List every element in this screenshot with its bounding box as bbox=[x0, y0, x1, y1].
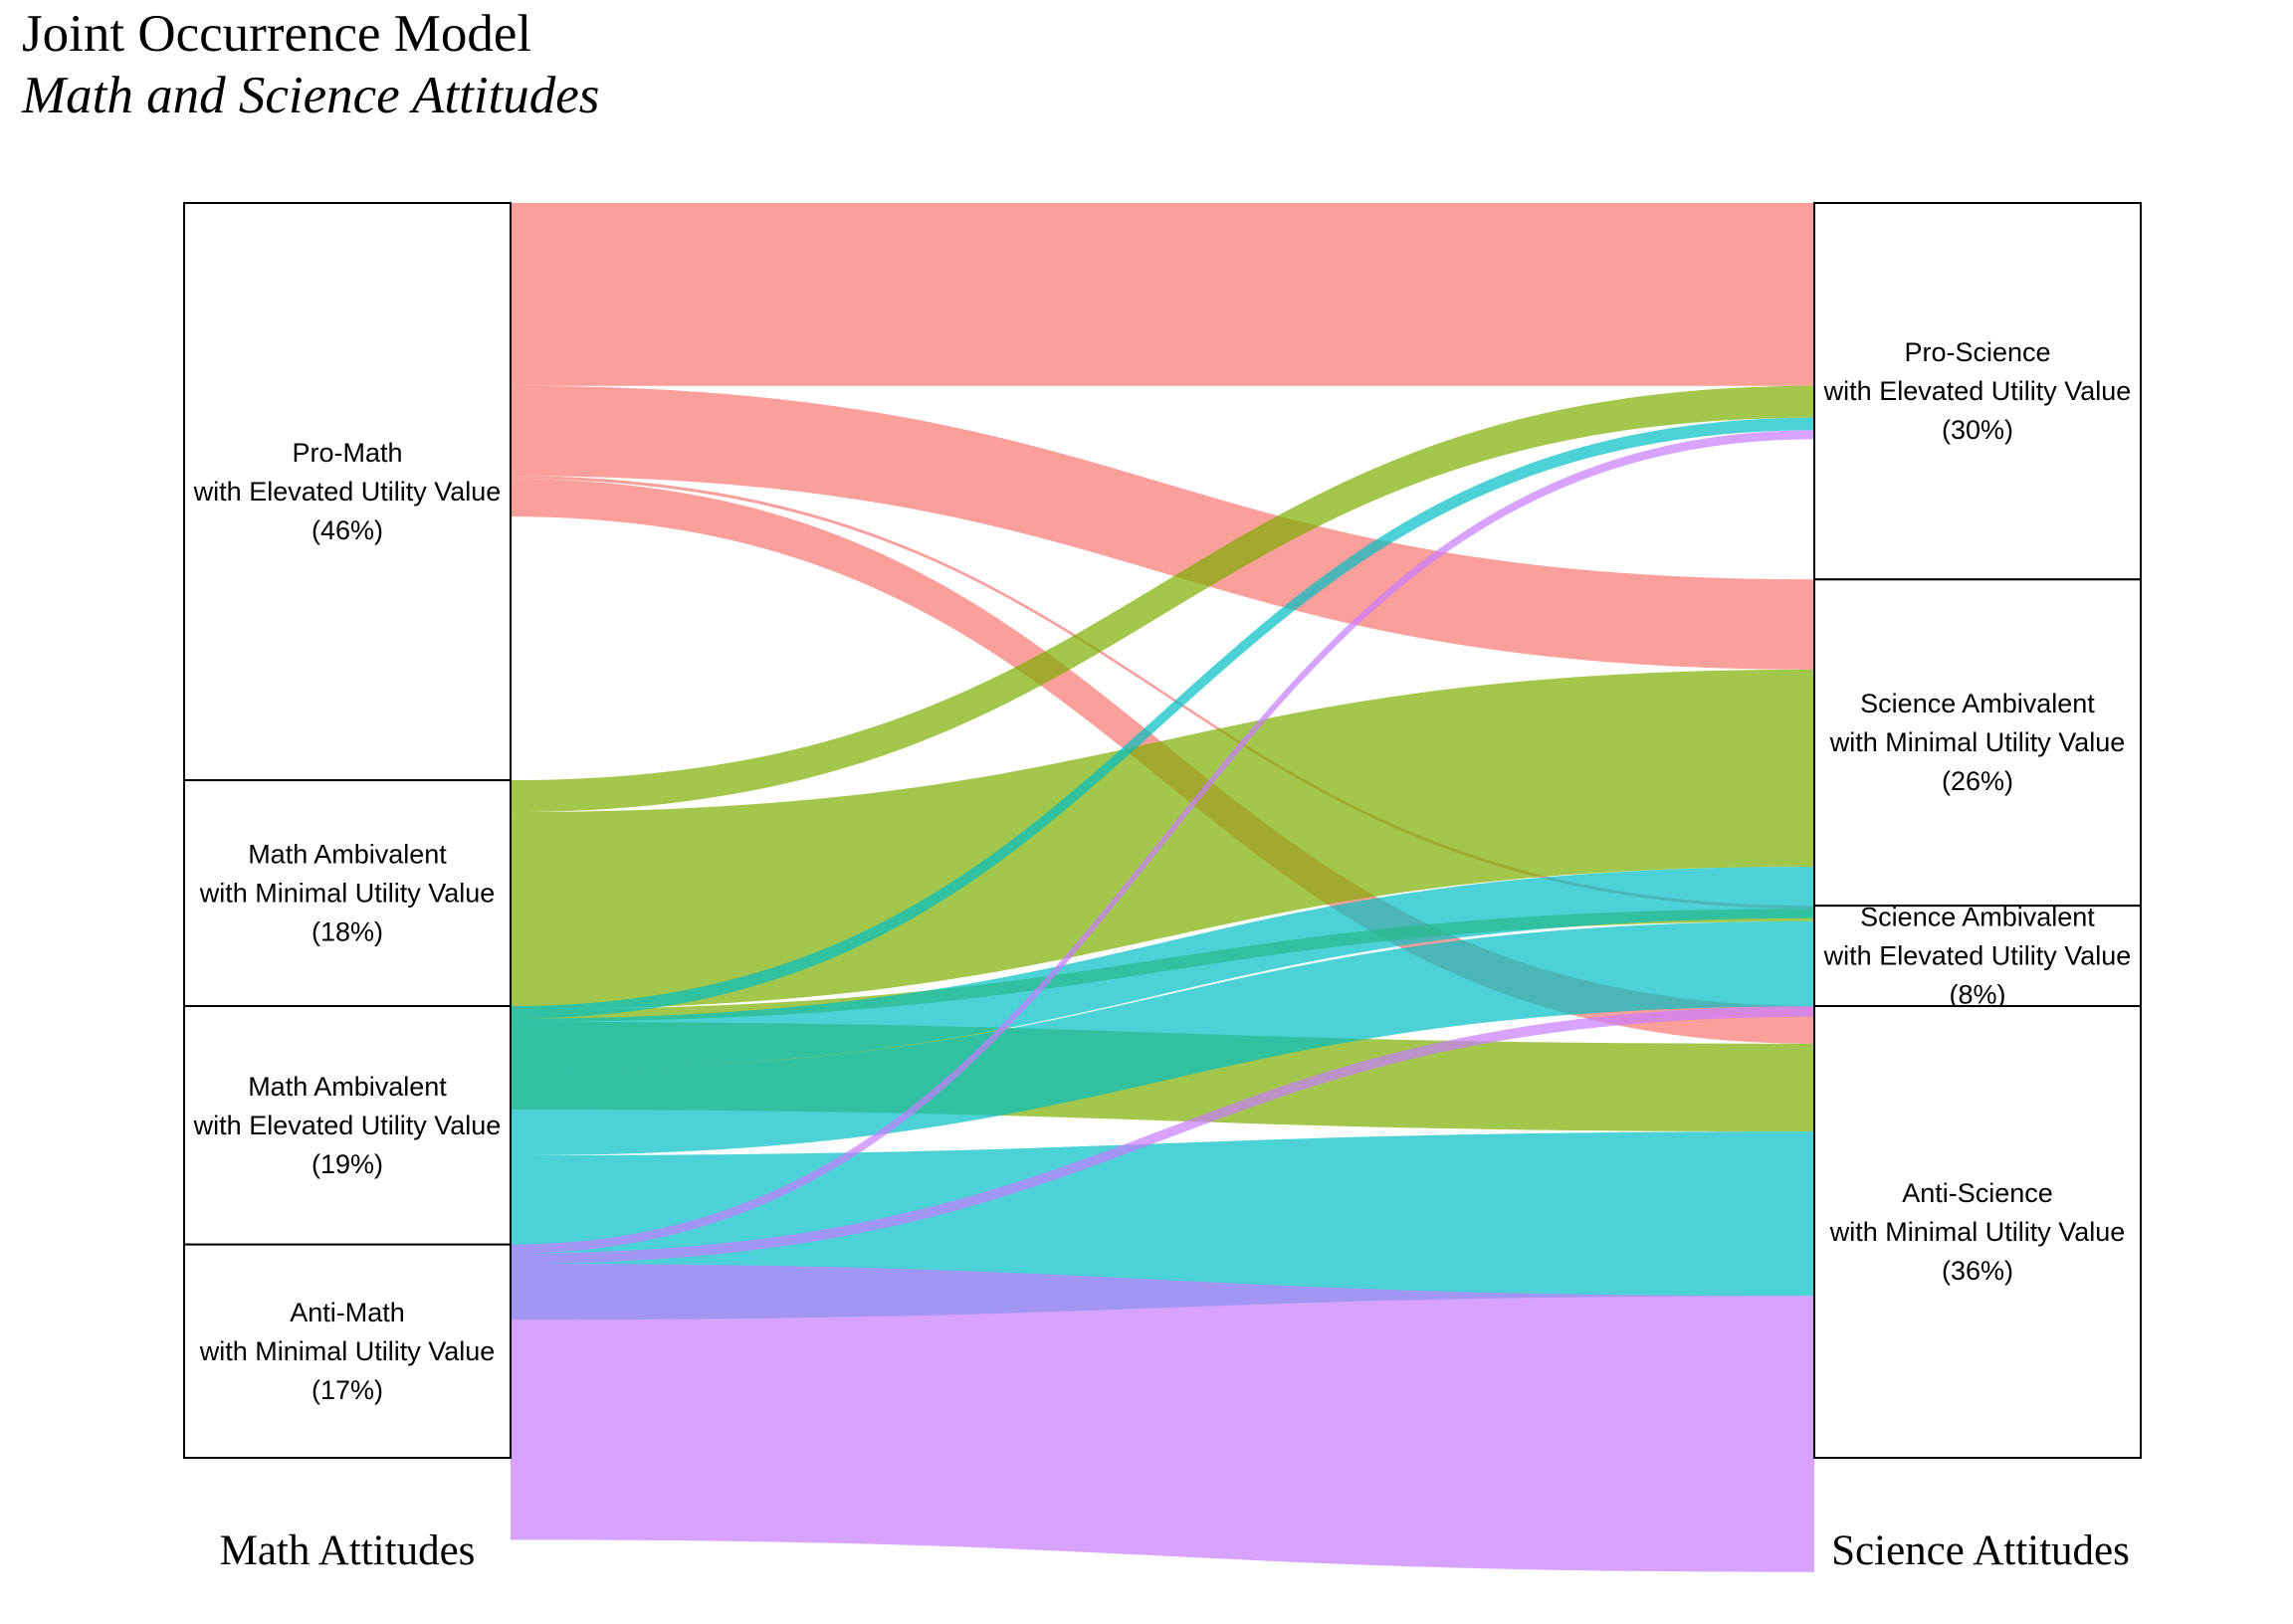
diagram-title: Joint Occurrence Model bbox=[22, 5, 532, 63]
right-stratum-box bbox=[1813, 1005, 2142, 1459]
flow-pro_math-to-pro_sci bbox=[511, 203, 1814, 386]
left-stratum-pro_math: Pro-Math with Elevated Utility Value (46%) bbox=[183, 202, 512, 782]
left-stratum-label: Anti-Math bbox=[290, 1298, 405, 1327]
diagram-subtitle: Math and Science Attitudes bbox=[22, 67, 600, 124]
left-stratum-box bbox=[183, 1005, 512, 1246]
left-stratum-label: with Elevated Utility Value bbox=[193, 1111, 502, 1140]
flow-anti_math-to-anti_sci bbox=[511, 1263, 1814, 1572]
right-stratum-label: (8%) bbox=[1949, 980, 2005, 1010]
right-stratum-anti_sci: Anti-Science with Minimal Utility Value (3… bbox=[1813, 1005, 2142, 1459]
flow-anti_math-to-pro_sci bbox=[511, 430, 1814, 1254]
right-stratum-sci_amb_elev: Science Ambivalent with Elevated Utility … bbox=[1813, 903, 2142, 1010]
right-stratum-label: Science Ambivalent bbox=[1860, 689, 2095, 718]
right-stratum-label: Science Ambivalent bbox=[1860, 903, 2095, 932]
right-stratum-box bbox=[1813, 202, 2142, 581]
right-stratum-label: with Elevated Utility Value bbox=[1823, 376, 2132, 406]
right-stratum-label: with Minimal Utility Value bbox=[1829, 727, 2126, 757]
left-stratum-math_amb_min: Math Ambivalent with Minimal Utility Valu… bbox=[183, 779, 512, 1008]
flows-layer bbox=[511, 203, 1814, 1572]
right-stratum-label: Anti-Science bbox=[1902, 1178, 2053, 1208]
left-stratum-label: Math Ambivalent bbox=[248, 840, 447, 870]
right-stratum-label: (26%) bbox=[1942, 766, 2013, 796]
left-stratum-label: (46%) bbox=[312, 515, 383, 545]
right-stratum-label: with Elevated Utility Value bbox=[1823, 941, 2132, 971]
right-stratum-sci_amb_min: Science Ambivalent with Minimal Utility V… bbox=[1813, 578, 2142, 908]
left-stratum-anti_math: Anti-Math with Minimal Utility Value (17%) bbox=[183, 1243, 512, 1459]
left-stratum-label: with Minimal Utility Value bbox=[199, 1336, 496, 1366]
left-stratum-math_amb_elev: Math Ambivalent with Elevated Utility Val… bbox=[183, 1005, 512, 1246]
right-stratum-label: Pro-Science bbox=[1904, 337, 2050, 367]
left-strata-layer: Pro-Math with Elevated Utility Value (46%)… bbox=[183, 202, 512, 1459]
left-stratum-box bbox=[183, 1243, 512, 1459]
left-stratum-label: with Elevated Utility Value bbox=[193, 477, 502, 507]
flow-math_amb_elev-to-sci_amb_min bbox=[511, 866, 1814, 1071]
flow-math_amb_elev-to-sci_amb_elev bbox=[511, 920, 1814, 1156]
right-stratum-pro_sci: Pro-Science with Elevated Utility Value (3… bbox=[1813, 202, 2142, 581]
right-stratum-label: with Minimal Utility Value bbox=[1829, 1217, 2126, 1247]
left-stratum-box bbox=[183, 202, 512, 782]
left-stratum-label: Pro-Math bbox=[292, 438, 402, 468]
flow-pro_math-to-sci_amb_elev bbox=[511, 476, 1814, 910]
left-stratum-label: Math Ambivalent bbox=[248, 1072, 447, 1102]
flow-math_amb_elev-to-pro_sci bbox=[511, 417, 1814, 1019]
right-stratum-box bbox=[1813, 578, 2142, 908]
right-stratum-label: (30%) bbox=[1942, 415, 2013, 445]
left-axis-label: Math Attitudes bbox=[220, 1527, 476, 1574]
flow-math_amb_min-to-pro_sci bbox=[511, 385, 1814, 813]
flow-anti_math-to-sci_amb_elev bbox=[511, 1006, 1814, 1264]
left-stratum-label: (19%) bbox=[312, 1149, 383, 1179]
left-stratum-box bbox=[183, 779, 512, 1008]
right-strata-layer: Pro-Science with Elevated Utility Value (3… bbox=[1813, 202, 2142, 1459]
left-stratum-label: with Minimal Utility Value bbox=[199, 879, 496, 909]
left-stratum-label: (17%) bbox=[312, 1375, 383, 1405]
right-axis-label: Science Attitudes bbox=[1831, 1527, 2130, 1574]
right-stratum-label: (36%) bbox=[1942, 1256, 2013, 1286]
flow-pro_math-to-sci_amb_min bbox=[511, 385, 1814, 670]
left-stratum-label: (18%) bbox=[312, 917, 383, 947]
